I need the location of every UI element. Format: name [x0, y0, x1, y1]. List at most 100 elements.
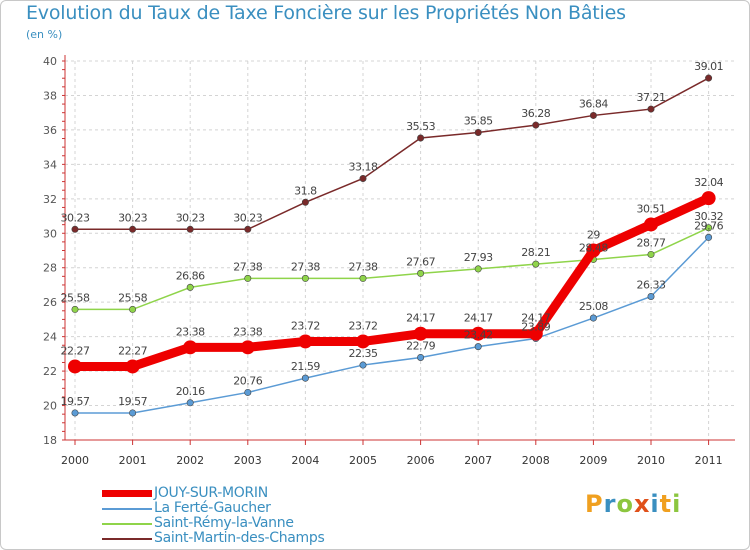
- data-point: [417, 353, 425, 361]
- data-label: 30.23: [61, 211, 90, 224]
- data-point: [474, 343, 482, 351]
- logo-letter: t: [659, 490, 673, 518]
- data-point: [413, 326, 428, 341]
- data-label: 29.76: [694, 219, 723, 232]
- series-1: [71, 233, 713, 417]
- data-point: [186, 225, 194, 233]
- data-label: 23.42: [464, 329, 493, 342]
- x-tick-label: 2004: [291, 454, 319, 467]
- legend-swatch: [102, 508, 152, 510]
- data-label: 20.76: [233, 374, 262, 387]
- y-tick-label: 40: [43, 55, 57, 68]
- data-point: [240, 340, 255, 355]
- data-point: [589, 111, 597, 119]
- x-tick-label: 2011: [695, 454, 723, 467]
- data-point: [359, 174, 367, 182]
- data-point: [356, 334, 370, 349]
- y-tick-label: 30: [43, 227, 57, 240]
- data-label: 37.21: [637, 91, 666, 104]
- data-label: 24.17: [521, 312, 550, 325]
- legend-label: Saint-Rémy-la-Vanne: [154, 515, 294, 531]
- data-point: [301, 198, 309, 206]
- logo-letter: o: [616, 490, 634, 518]
- data-label: 24.17: [464, 312, 493, 325]
- data-label: 30.23: [118, 211, 147, 224]
- data-point: [474, 128, 482, 136]
- x-tick-label: 2006: [407, 454, 435, 467]
- data-label: 35.53: [406, 120, 435, 133]
- data-label: 33.18: [349, 160, 378, 173]
- data-point: [186, 399, 194, 407]
- series-line: [75, 77, 709, 231]
- data-point: [244, 388, 252, 396]
- data-point: [298, 334, 313, 349]
- logo-letter: P: [585, 490, 604, 518]
- legend-label: Saint-Martin-des-Champs: [154, 530, 325, 546]
- legend-swatch: [102, 523, 152, 525]
- series-group: [68, 74, 716, 417]
- unit-label: (en %): [26, 28, 63, 41]
- x-tick-label: 2008: [522, 454, 550, 467]
- data-point: [589, 314, 597, 322]
- legend-label: La Ferté-Gaucher: [154, 500, 271, 516]
- data-label: 30.32: [694, 210, 723, 223]
- legend-item-la-ferte-gaucher: La Ferté-Gaucher: [102, 500, 402, 516]
- data-label: 19.57: [118, 395, 147, 408]
- data-point: [71, 409, 79, 417]
- data-label: 25.58: [61, 291, 90, 304]
- data-label: 36.84: [579, 97, 608, 110]
- data-point: [71, 305, 79, 313]
- x-tick-label: 2002: [176, 454, 204, 467]
- data-label: 27.93: [464, 251, 493, 264]
- x-tick-label: 2000: [61, 454, 89, 467]
- y-tick-label: 24: [43, 331, 57, 344]
- data-label: 35.85: [464, 114, 493, 127]
- x-tick-label: 2005: [349, 454, 377, 467]
- data-point: [125, 359, 140, 374]
- data-label: 25.58: [118, 291, 147, 304]
- y-tick-label: 22: [43, 365, 57, 378]
- data-label: 27.38: [291, 260, 320, 273]
- data-label: 28.77: [637, 236, 666, 249]
- data-label: 22.27: [61, 344, 90, 357]
- legend-swatch: [102, 490, 152, 497]
- x-tick-label: 2003: [234, 454, 262, 467]
- legend-label: JOUY-SUR-MORIN: [154, 485, 268, 501]
- data-label: 30.23: [176, 211, 205, 224]
- y-tick-label: 38: [43, 89, 57, 102]
- logo-letter: x: [633, 490, 651, 518]
- data-point: [474, 265, 482, 273]
- y-tick-label: 36: [43, 124, 57, 137]
- legend-item-saint-remy-la-vanne: Saint-Rémy-la-Vanne: [102, 515, 402, 531]
- y-tick-label: 26: [43, 296, 57, 309]
- data-point: [647, 292, 655, 300]
- data-label: 27.38: [349, 260, 378, 273]
- y-tick-label: 18: [43, 434, 57, 447]
- data-point: [186, 283, 194, 291]
- data-label: 28.21: [521, 246, 550, 259]
- data-label: 21.59: [291, 360, 320, 373]
- y-tick-label: 34: [43, 158, 57, 171]
- legend: JOUY-SUR-MORIN La Ferté-Gaucher Saint-Ré…: [102, 485, 402, 546]
- data-point: [471, 326, 486, 341]
- data-point: [647, 105, 655, 113]
- data-label: 27.67: [406, 255, 435, 268]
- data-point: [301, 274, 309, 282]
- data-label: 19.57: [61, 395, 90, 408]
- data-point: [705, 74, 713, 82]
- data-label: 28.48: [579, 241, 608, 254]
- legend-item-jouy-sur-morin: JOUY-SUR-MORIN: [102, 485, 402, 501]
- data-point: [532, 260, 540, 268]
- series-0: [68, 191, 716, 374]
- legend-swatch: [102, 538, 152, 540]
- data-label: 32.04: [694, 176, 723, 189]
- grid-lines: [65, 60, 735, 441]
- data-point: [129, 305, 137, 313]
- y-tick-label: 28: [43, 262, 57, 275]
- data-point: [244, 274, 252, 282]
- axes: 18 20 22 24 26 28 30 32 34 36 38 40 2000 2001 2002 2003…: [43, 55, 735, 467]
- data-label: 23.89: [521, 321, 550, 334]
- data-point: [417, 269, 425, 277]
